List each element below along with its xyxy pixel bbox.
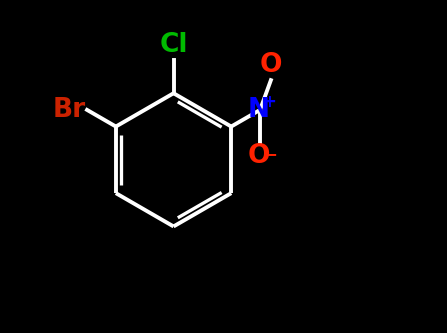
Text: O: O (260, 53, 282, 79)
Text: O: O (247, 143, 270, 169)
Text: +: + (262, 93, 276, 111)
Text: −: − (263, 145, 277, 163)
Text: Br: Br (52, 97, 85, 123)
Text: Cl: Cl (159, 32, 188, 58)
Text: N: N (247, 97, 270, 123)
